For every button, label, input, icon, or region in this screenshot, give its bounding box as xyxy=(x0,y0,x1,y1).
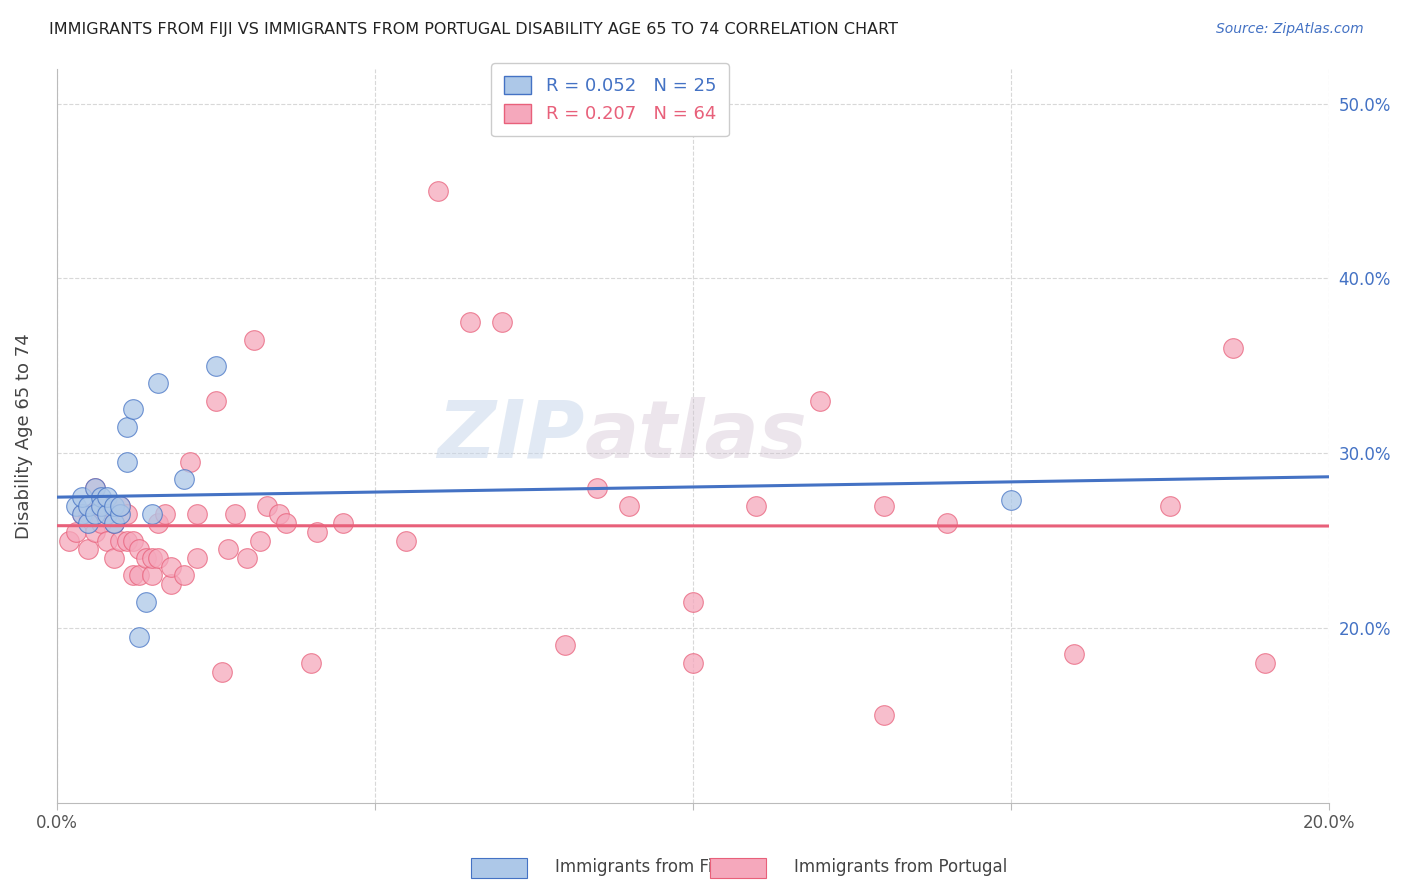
Point xyxy=(186,551,208,566)
Point xyxy=(427,184,450,198)
Point xyxy=(90,499,112,513)
Point xyxy=(122,402,145,417)
Point xyxy=(186,508,208,522)
Point xyxy=(936,516,959,530)
Point xyxy=(70,508,93,522)
Point xyxy=(141,551,163,566)
Point xyxy=(65,524,87,539)
Point xyxy=(110,508,132,522)
Text: Immigrants from Portugal: Immigrants from Portugal xyxy=(794,858,1008,876)
Point xyxy=(128,568,150,582)
Point xyxy=(70,490,93,504)
Point xyxy=(204,359,226,373)
Point xyxy=(77,508,100,522)
Point xyxy=(83,481,105,495)
Point xyxy=(135,551,157,566)
Point xyxy=(103,499,125,513)
Point xyxy=(83,524,105,539)
Point xyxy=(122,568,145,582)
Point xyxy=(491,315,513,329)
Point xyxy=(148,516,170,530)
Point xyxy=(299,656,322,670)
Point xyxy=(128,630,150,644)
Point xyxy=(872,499,894,513)
Point xyxy=(458,315,481,329)
Point xyxy=(103,516,125,530)
Text: Source: ZipAtlas.com: Source: ZipAtlas.com xyxy=(1216,22,1364,37)
Text: Immigrants from Fiji: Immigrants from Fiji xyxy=(555,858,723,876)
Point xyxy=(617,499,640,513)
Point xyxy=(160,577,183,591)
Point xyxy=(148,376,170,391)
Point xyxy=(808,393,831,408)
Point xyxy=(110,499,132,513)
Point xyxy=(115,455,138,469)
Point xyxy=(128,542,150,557)
Point xyxy=(77,516,100,530)
Point xyxy=(110,533,132,548)
Point xyxy=(211,665,233,679)
Point xyxy=(256,499,278,513)
Point xyxy=(115,420,138,434)
Point xyxy=(682,595,704,609)
Point xyxy=(249,533,271,548)
Point xyxy=(103,516,125,530)
Point xyxy=(160,559,183,574)
Y-axis label: Disability Age 65 to 74: Disability Age 65 to 74 xyxy=(15,333,32,539)
Point xyxy=(77,542,100,557)
Point xyxy=(90,490,112,504)
Point xyxy=(141,568,163,582)
Point xyxy=(83,508,105,522)
Point xyxy=(872,708,894,723)
Point xyxy=(115,508,138,522)
Point xyxy=(58,533,80,548)
Text: ZIP: ZIP xyxy=(437,397,585,475)
Point xyxy=(1000,493,1022,508)
Point xyxy=(96,533,118,548)
Point xyxy=(173,568,195,582)
Point xyxy=(77,499,100,513)
Legend: R = 0.052   N = 25, R = 0.207   N = 64: R = 0.052 N = 25, R = 0.207 N = 64 xyxy=(491,63,728,136)
Point xyxy=(122,533,145,548)
Point xyxy=(554,638,576,652)
Point xyxy=(96,508,118,522)
Point xyxy=(243,333,266,347)
Point xyxy=(217,542,239,557)
Point xyxy=(307,524,329,539)
Text: atlas: atlas xyxy=(585,397,807,475)
Point xyxy=(1159,499,1181,513)
Point xyxy=(83,481,105,495)
Point xyxy=(173,472,195,486)
Point xyxy=(274,516,297,530)
Point xyxy=(1254,656,1277,670)
Point xyxy=(1222,341,1244,355)
Point xyxy=(236,551,259,566)
Point xyxy=(179,455,201,469)
Point xyxy=(70,508,93,522)
Point xyxy=(586,481,609,495)
Point xyxy=(148,551,170,566)
Point xyxy=(395,533,418,548)
Point xyxy=(90,499,112,513)
Point xyxy=(204,393,226,408)
Point xyxy=(96,499,118,513)
Point xyxy=(745,499,768,513)
Point xyxy=(332,516,354,530)
Point xyxy=(90,516,112,530)
Point xyxy=(115,533,138,548)
Point xyxy=(135,595,157,609)
Point xyxy=(103,551,125,566)
Point xyxy=(682,656,704,670)
Point xyxy=(269,508,291,522)
Point xyxy=(224,508,246,522)
Point xyxy=(96,490,118,504)
Point xyxy=(110,499,132,513)
Point xyxy=(153,508,176,522)
Point xyxy=(65,499,87,513)
Text: IMMIGRANTS FROM FIJI VS IMMIGRANTS FROM PORTUGAL DISABILITY AGE 65 TO 74 CORRELA: IMMIGRANTS FROM FIJI VS IMMIGRANTS FROM … xyxy=(49,22,898,37)
Point xyxy=(141,508,163,522)
Point xyxy=(1063,647,1085,661)
